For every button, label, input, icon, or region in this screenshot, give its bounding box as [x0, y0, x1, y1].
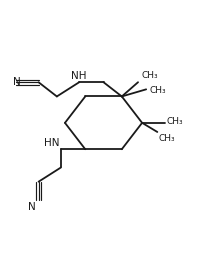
Text: NH: NH — [71, 71, 86, 81]
Text: CH₃: CH₃ — [148, 86, 165, 95]
Text: N: N — [13, 77, 21, 87]
Text: CH₃: CH₃ — [140, 70, 157, 80]
Text: CH₃: CH₃ — [166, 117, 182, 126]
Text: HN: HN — [44, 138, 60, 148]
Text: N: N — [28, 202, 35, 213]
Text: CH₃: CH₃ — [158, 135, 174, 143]
